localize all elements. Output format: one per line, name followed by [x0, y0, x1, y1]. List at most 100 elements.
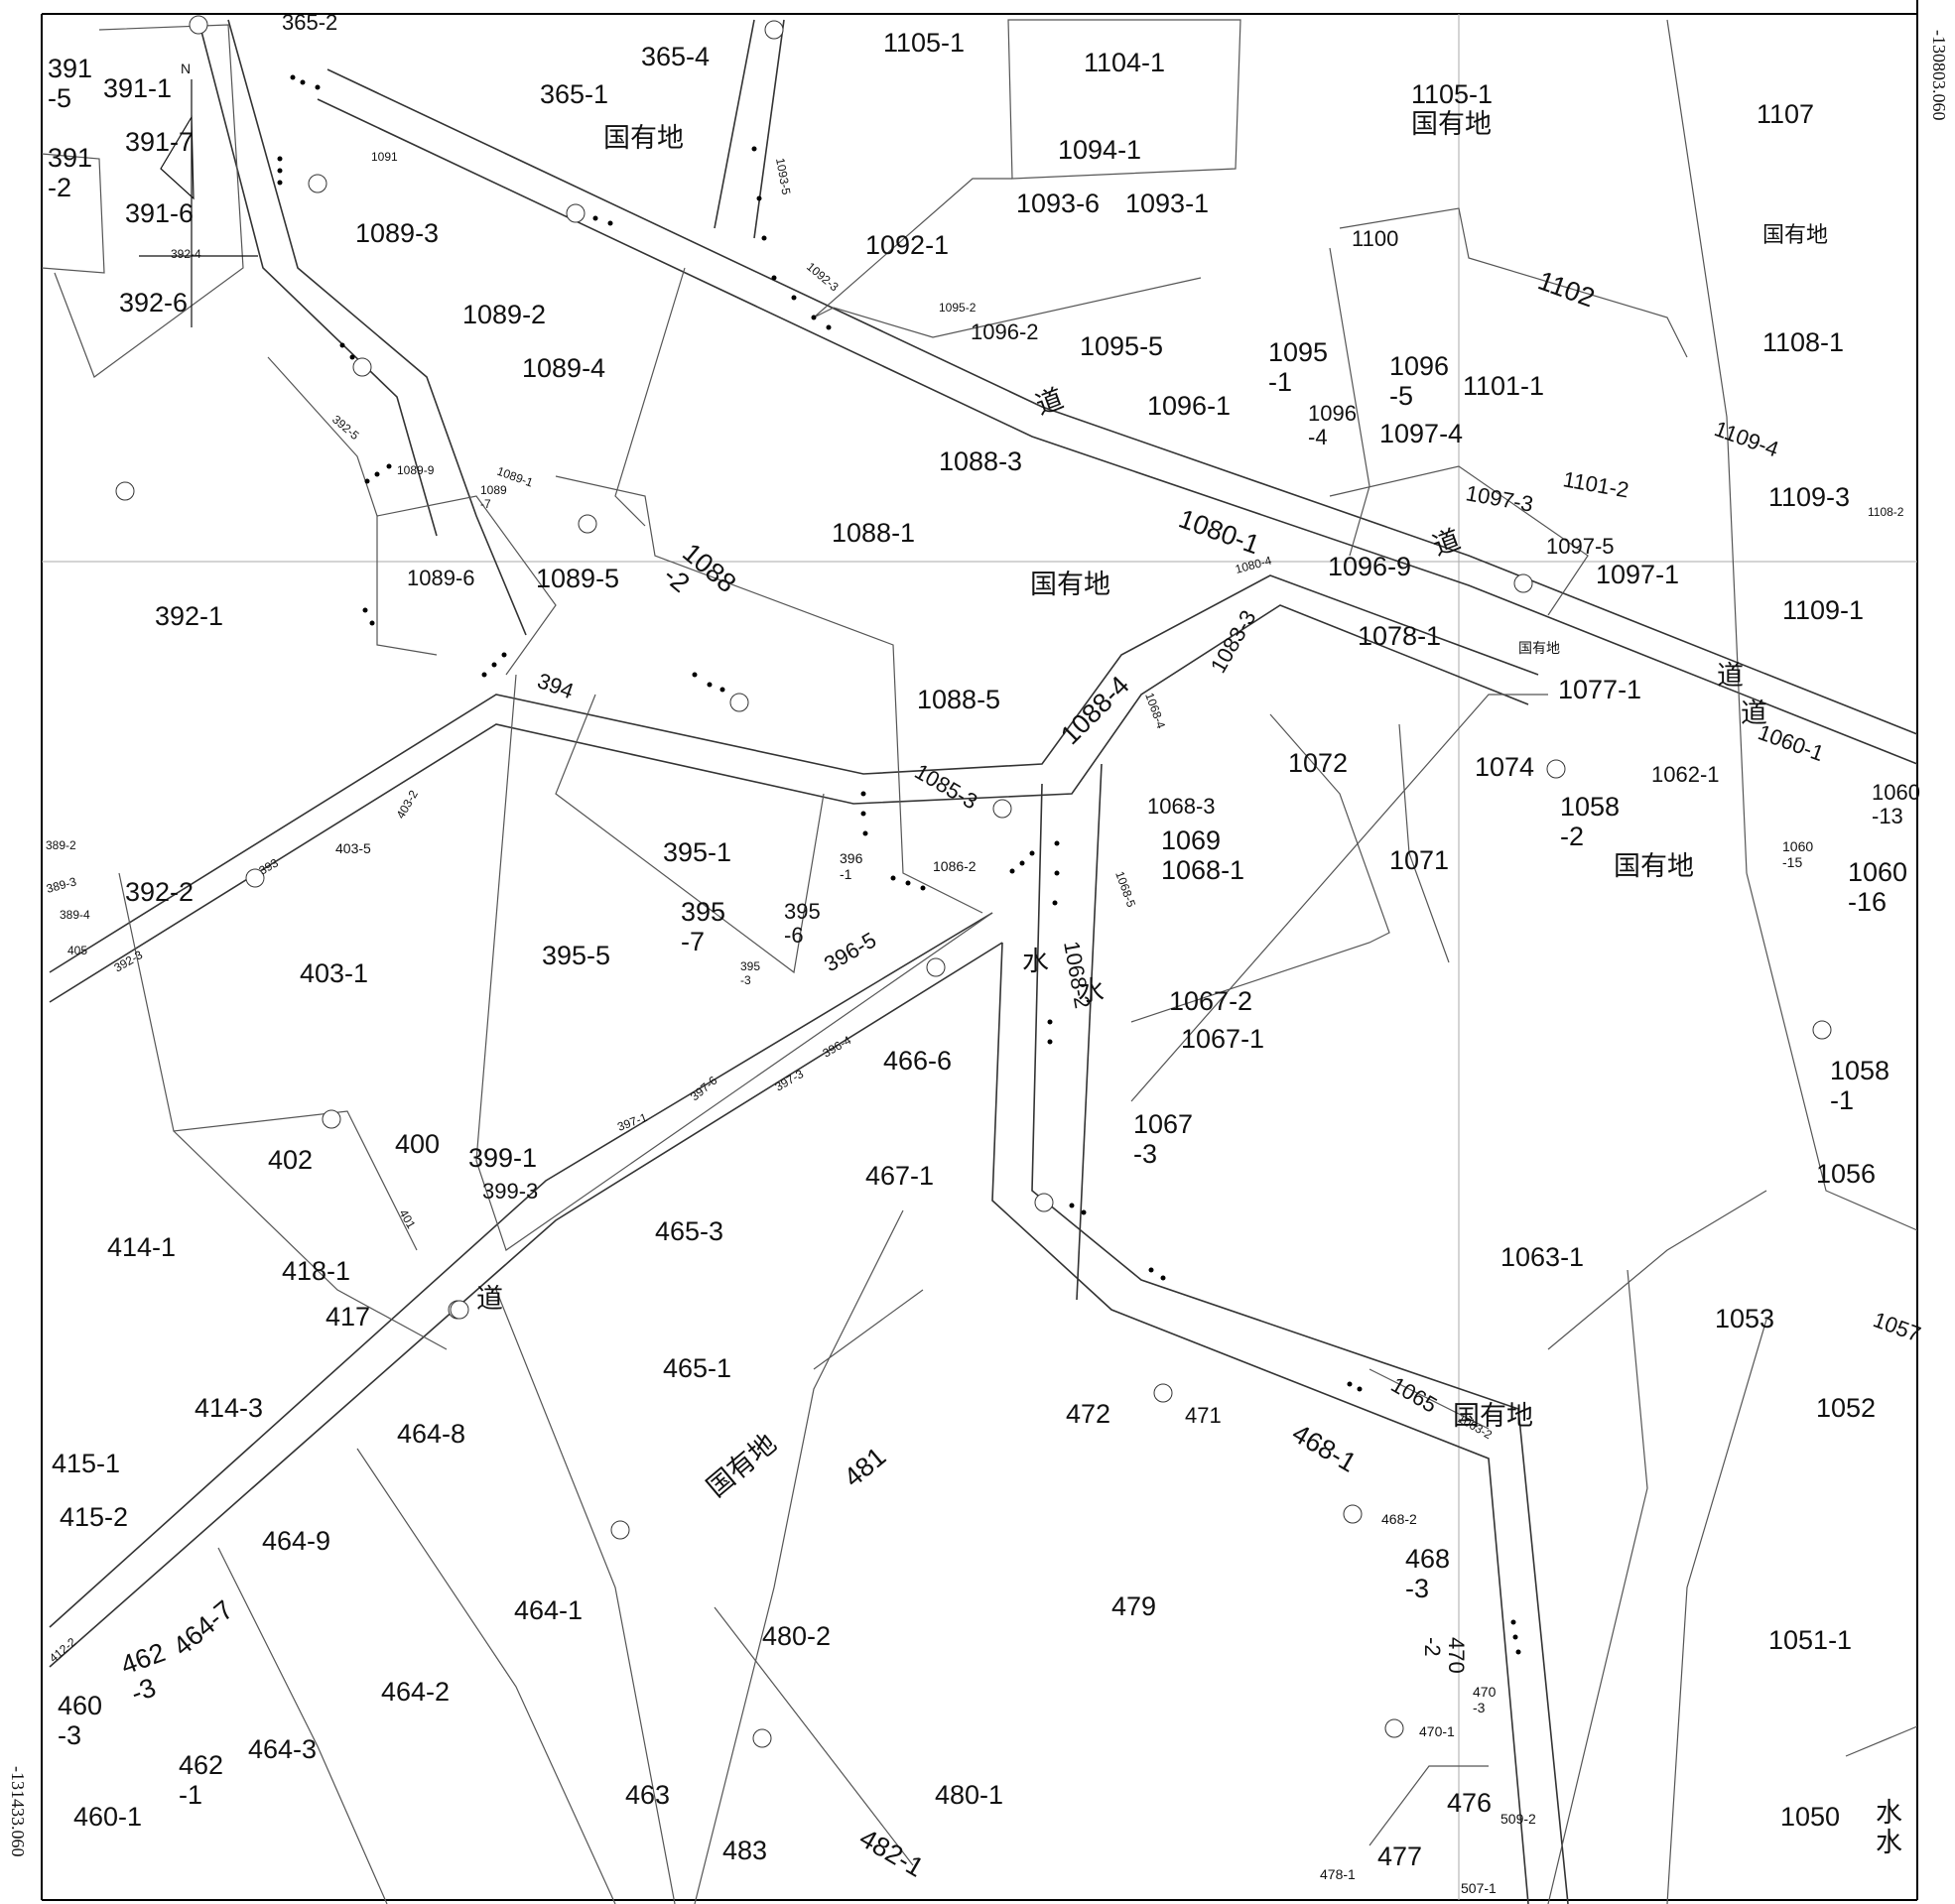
parcel-label: 国有地 — [1030, 570, 1110, 599]
parcel-label: 400 — [395, 1129, 440, 1159]
parcel-label: 1050 — [1780, 1802, 1840, 1832]
parcel-label: 道 — [476, 1284, 503, 1314]
parcel-label: 394 — [534, 668, 577, 703]
parcel-label: 1097-3 — [1464, 480, 1535, 517]
parcel-label: 1089-2 — [462, 300, 546, 329]
parcel-label: 1062-1 — [1651, 762, 1720, 787]
parcel-label: 1056 — [1816, 1159, 1876, 1189]
parcel-label: 1069 1068-1 — [1161, 825, 1244, 885]
parcel-label: 412-2 — [47, 1635, 79, 1666]
parcel-label: 392-1 — [155, 601, 223, 631]
parcel-label: 392-2 — [125, 877, 194, 907]
parcel-label: 道 — [1032, 383, 1068, 420]
parcel-label: 468-2 — [1381, 1511, 1417, 1527]
parcel-label: 1067-2 — [1169, 986, 1252, 1016]
parcel-label: 国有地 — [1518, 640, 1560, 656]
parcel-label: 476 — [1447, 1788, 1492, 1818]
parcel-label: 1068-5 — [1112, 869, 1138, 909]
survey-markers — [115, 15, 1832, 1748]
parcel-label: 国有地 — [1762, 222, 1828, 247]
parcel-label: 391 -5 — [48, 54, 92, 113]
parcel-label: 392-6 — [119, 288, 188, 317]
parcel-label: 468-1 — [1287, 1418, 1362, 1478]
parcel-label: 464-9 — [262, 1526, 330, 1556]
parcel-label: 399-1 — [468, 1143, 537, 1173]
parcel-label: 470 -3 — [1473, 1684, 1497, 1715]
parcel-label: 1089-4 — [522, 353, 605, 383]
parcel-label: 403-5 — [335, 840, 371, 856]
parcel-label: 415-2 — [60, 1502, 128, 1532]
parcel-lines — [41, 19, 1918, 1904]
parcel-label: 464-1 — [514, 1595, 583, 1625]
parcel-label: 397-6 — [688, 1074, 720, 1104]
parcel-label: 1101-1 — [1463, 371, 1544, 401]
parcel-label: 1095-5 — [1080, 331, 1163, 361]
parcel-label: 464-3 — [248, 1734, 317, 1764]
parcel-label: 1071 — [1389, 845, 1449, 875]
parcel-label: 1096-2 — [971, 319, 1039, 344]
parcel-label: 471 — [1185, 1403, 1222, 1428]
parcel-label: 396-5 — [820, 928, 880, 977]
parcel-label: 396-4 — [821, 1033, 854, 1061]
parcel-label: 1091 — [371, 150, 398, 164]
parcel-label: 396 -1 — [840, 850, 863, 882]
parcel-label: 472 — [1066, 1399, 1110, 1429]
parcel-label: 1097-4 — [1379, 419, 1463, 448]
parcel-label: 1068-4 — [1142, 691, 1168, 730]
parcel-label: 365-4 — [641, 42, 710, 71]
parcel-label: 1096-1 — [1147, 391, 1231, 421]
parcel-label: 417 — [326, 1302, 370, 1332]
parcel-label: 水水 — [1876, 1798, 1902, 1857]
parcel-label: 462 -1 — [179, 1750, 223, 1810]
parcel-label: 1060 -16 — [1848, 857, 1907, 917]
parcel-label: 1088-2 — [658, 538, 742, 622]
parcel-label: 483 — [722, 1836, 767, 1865]
parcel-label: 1101-2 — [1561, 466, 1630, 502]
parcel-label: 477 — [1377, 1841, 1422, 1871]
parcel-label: 1083-3 — [1206, 606, 1261, 678]
parcel-label: 365-2 — [282, 10, 337, 35]
parcel-label: 1078-1 — [1358, 621, 1441, 651]
coordinate-left: -131433.060 — [8, 1766, 28, 1857]
coordinate-right: -130803.060 — [1929, 30, 1949, 121]
parcel-label: 1053 — [1715, 1304, 1774, 1333]
parcel-label: 399-3 — [482, 1179, 538, 1204]
parcel-label: 478-1 — [1320, 1866, 1356, 1882]
parcel-label: 1097-5 — [1546, 534, 1615, 559]
boundary-dots — [277, 74, 1521, 1655]
parcel-label: 1092-1 — [865, 230, 949, 260]
parcel-labels: 391 -5 391-1 391-7 391 -2 391-6 392-6 365-2 365-4… — [45, 10, 1924, 1896]
parcel-label: 道 — [1741, 698, 1767, 728]
parcel-label: 460 -3 — [58, 1691, 102, 1750]
parcel-label: 1089 -7 — [480, 483, 507, 511]
parcel-label: 道 — [1717, 661, 1744, 691]
parcel-label: 397-1 — [615, 1110, 649, 1134]
parcel-label: 465-1 — [663, 1353, 731, 1383]
parcel-label: 1094-1 — [1058, 135, 1141, 165]
parcel-label: 1085-3 — [911, 759, 982, 815]
map-frame — [41, 0, 1918, 1901]
parcel-label: 1088-5 — [917, 685, 1000, 714]
parcel-label: 464-8 — [397, 1419, 465, 1449]
parcel-label: 1057 — [1870, 1307, 1924, 1346]
parcel-label: 1088-1 — [832, 518, 915, 548]
parcel-label: 464-7 — [168, 1594, 239, 1661]
road-lines — [49, 19, 1918, 1904]
parcel-label: 1109-4 — [1711, 416, 1781, 461]
parcel-label: 1093-1 — [1125, 189, 1209, 218]
parcel-label: 395-5 — [542, 941, 610, 970]
parcel-label: 国有地 — [1614, 851, 1694, 881]
parcel-label: 1089-5 — [536, 564, 619, 593]
parcel-label: 1086-2 — [933, 858, 977, 874]
parcel-label: 468 -3 — [1405, 1544, 1450, 1603]
parcel-label: 1060 -13 — [1872, 780, 1920, 828]
parcel-label: 463 — [625, 1780, 670, 1810]
parcel-label: 1093-5 — [773, 157, 793, 196]
parcel-label: 395 -6 — [784, 899, 821, 948]
parcel-label: 392-4 — [171, 247, 201, 261]
parcel-label: 397-3 — [773, 1067, 807, 1094]
parcel-label: 470-2 — [1420, 1637, 1469, 1674]
parcel-label: 389-3 — [45, 874, 78, 896]
parcel-label: 391-7 — [125, 127, 194, 157]
parcel-label: 464-2 — [381, 1677, 450, 1707]
